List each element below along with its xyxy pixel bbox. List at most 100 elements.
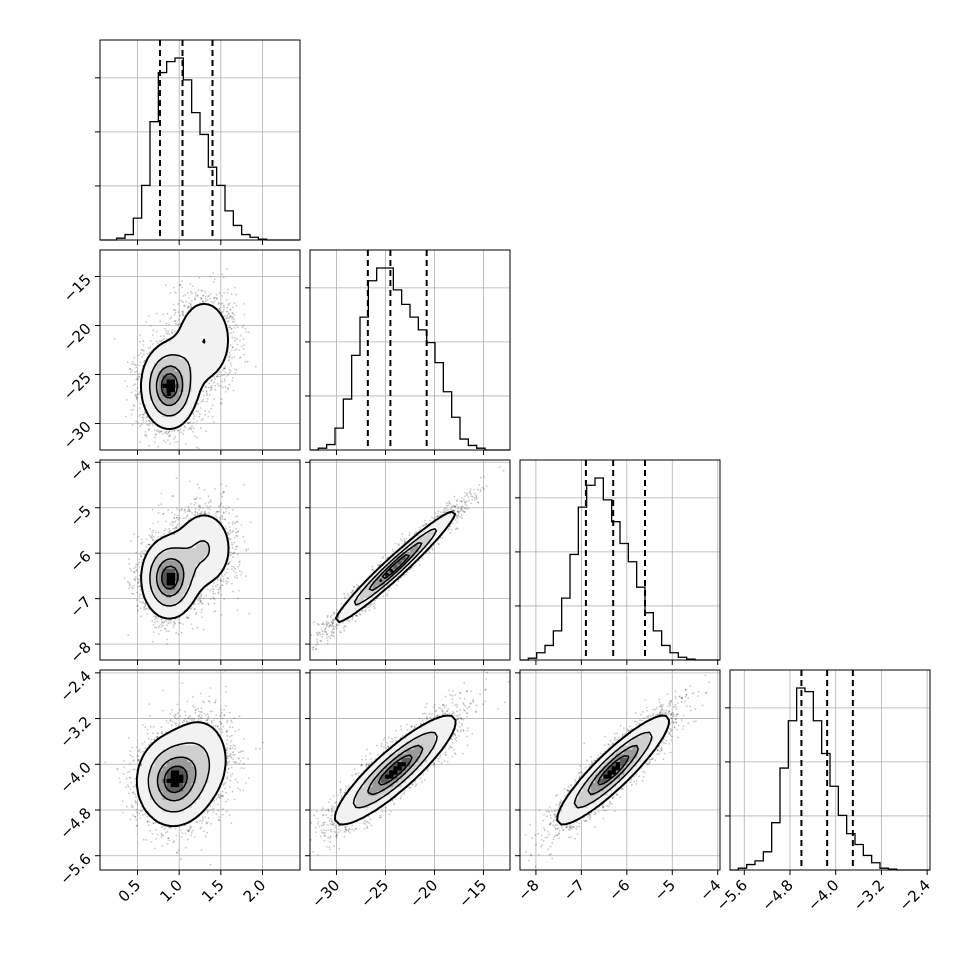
scatter-point: [165, 430, 168, 433]
scatter-point: [145, 435, 148, 438]
scatter-point: [150, 340, 152, 342]
scatter-point: [155, 430, 158, 433]
scatter-point: [190, 427, 192, 430]
density-cell: [204, 316, 209, 322]
density-cell: [191, 354, 197, 359]
scatter-point: [204, 291, 207, 293]
scatter-point: [190, 303, 193, 306]
density-cell: [208, 337, 213, 343]
scatter-point: [238, 357, 241, 359]
density-cell: [191, 395, 197, 401]
density-cell: [195, 333, 201, 338]
density-cell: [183, 395, 188, 401]
density-cell: [166, 345, 172, 351]
scatter-point: [177, 303, 180, 305]
scatter-point: [220, 403, 222, 405]
scatter-point: [228, 562, 231, 564]
density-cell: [183, 325, 188, 330]
density-cell: [158, 412, 163, 418]
scatter-point: [139, 555, 142, 558]
density-cell: [170, 358, 176, 363]
scatter-point: [230, 315, 232, 318]
histogram-step: [310, 267, 510, 451]
scatter-point: [234, 515, 237, 518]
histogram-panel-1: [305, 249, 511, 455]
scatter-point: [220, 613, 223, 616]
scatter-point: [214, 388, 217, 391]
density-cell: [183, 329, 188, 334]
scatter-point: [171, 521, 174, 524]
scatter-point: [178, 319, 180, 321]
scatter-point: [129, 583, 131, 586]
density-cell: [191, 329, 197, 334]
scatter-point: [179, 622, 182, 624]
scatter-point: [132, 533, 135, 536]
density-cell: [208, 333, 213, 338]
scatter-point: [231, 346, 234, 349]
density-cell: [154, 391, 159, 397]
density-cell: [187, 337, 193, 343]
scatter-point: [149, 535, 152, 538]
density-cell: [212, 354, 218, 359]
scatter-point: [134, 389, 137, 392]
density-cell: [191, 400, 197, 405]
scatter-point: [171, 430, 174, 432]
density-cell: [158, 408, 163, 413]
density-cell: [162, 425, 168, 430]
scatter-point: [196, 295, 199, 297]
scatter-point: [124, 415, 127, 418]
scatter-point: [194, 296, 196, 299]
scatter-point: [191, 425, 193, 428]
density-cell: [145, 362, 151, 368]
scatter-point: [163, 621, 166, 623]
scatter-point: [179, 428, 182, 430]
density-cell: [183, 412, 188, 418]
scatter-point: [163, 337, 165, 340]
scatter-point: [181, 311, 184, 313]
scatter-point: [215, 293, 218, 296]
scatter-point: [181, 280, 183, 282]
scatter-point: [138, 415, 141, 417]
density-cell: [179, 366, 184, 372]
scatter-point: [196, 420, 199, 423]
scatter-point: [142, 413, 145, 416]
scatter-point: [151, 334, 154, 336]
density-cell: [179, 333, 184, 338]
density-cell: [179, 395, 184, 401]
scatter-point: [146, 415, 148, 418]
density-cell: [162, 379, 168, 384]
density-cell: [150, 379, 155, 384]
density-cell: [200, 370, 205, 376]
density-cell: [191, 312, 197, 318]
scatter-point: [242, 535, 245, 538]
density-cell: [200, 345, 205, 351]
scatter-point: [157, 535, 160, 538]
scatter-point: [232, 306, 234, 309]
density-cell: [179, 412, 184, 418]
scatter-point: [219, 518, 222, 521]
density-cell: [166, 391, 172, 397]
scatter-point: [134, 578, 137, 580]
scatter-point: [124, 577, 126, 579]
density-cell: [162, 404, 168, 409]
scatter-point: [204, 409, 207, 412]
scatter-point: [137, 378, 140, 381]
scatter-point: [221, 302, 224, 305]
contour-line: [160, 373, 179, 399]
density-cell: [204, 308, 209, 313]
scatter-point: [223, 378, 226, 381]
density-cell: [175, 341, 180, 347]
scatter-point: [212, 302, 215, 304]
scatter-point: [130, 413, 133, 416]
density-cell: [195, 329, 201, 334]
density-cell: [145, 400, 151, 405]
axes-frame: [99, 249, 301, 451]
scatter-point: [193, 608, 196, 611]
density-cell: [170, 379, 176, 384]
scatter-point: [202, 398, 204, 401]
scatter-point: [141, 416, 144, 418]
density-cell: [154, 408, 159, 413]
density-cell: [187, 404, 193, 409]
scatter-point: [136, 605, 139, 607]
density-cell: [179, 325, 184, 330]
